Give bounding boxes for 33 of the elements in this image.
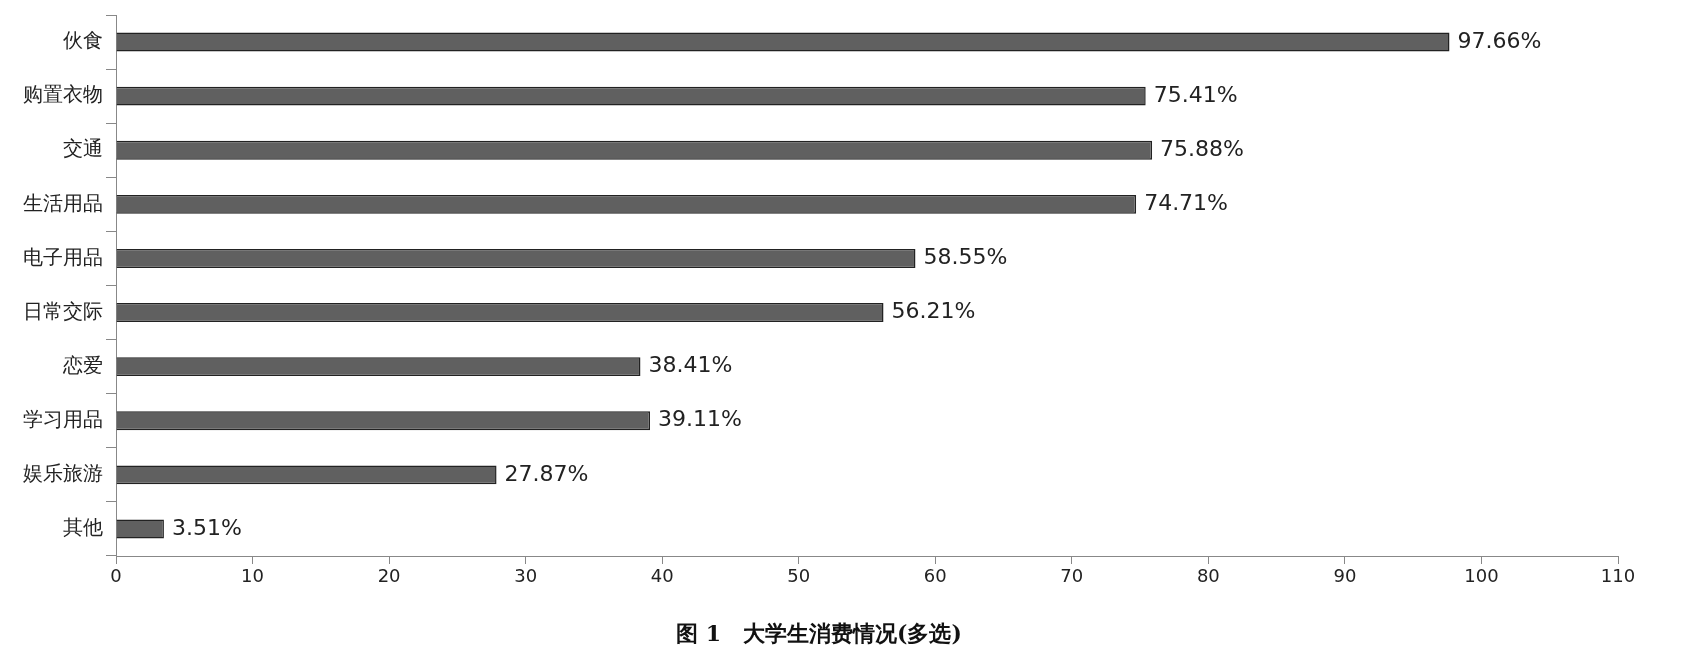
data-label: 38.41% xyxy=(648,352,733,378)
data-label: 27.87% xyxy=(504,460,589,486)
y-tick-label: 学习用品 xyxy=(23,406,103,431)
x-tick-label: 90 xyxy=(1333,565,1357,587)
x-tick-label: 50 xyxy=(787,565,811,587)
x-tick-label: 30 xyxy=(514,565,538,587)
x-tick-label: 60 xyxy=(923,565,947,587)
y-tick-label: 电子用品 xyxy=(23,244,103,269)
y-tick-label: 日常交际 xyxy=(23,298,103,323)
x-tick-label: 100 xyxy=(1464,565,1499,587)
x-tick-label: 20 xyxy=(377,565,401,587)
data-label: 74.71% xyxy=(1144,190,1229,216)
y-tick-label: 恋爱 xyxy=(62,352,103,377)
x-tick-label: 10 xyxy=(241,565,264,587)
x-tick-label: 0 xyxy=(110,565,122,587)
y-tick-label: 生活用品 xyxy=(23,190,103,215)
data-label: 75.41% xyxy=(1153,81,1238,107)
data-label: 75.88% xyxy=(1160,135,1244,161)
y-tick-label: 其他 xyxy=(63,515,103,540)
y-tick-label: 娱乐旅游 xyxy=(23,461,103,486)
data-label: 97.66% xyxy=(1457,27,1542,53)
x-tick-label: 40 xyxy=(650,565,674,587)
text: 图 1 大学生消费情况(多选) xyxy=(676,619,962,646)
x-tick-label: 110 xyxy=(1600,565,1636,587)
x-tick-label: 80 xyxy=(1196,565,1220,587)
y-tick-label: 交通 xyxy=(63,136,103,161)
y-tick-label: 伙食 xyxy=(63,28,103,53)
y-tick-label: 购置衣物 xyxy=(23,82,103,107)
data-label: 3.51% xyxy=(171,514,242,540)
data-label: 58.55% xyxy=(923,244,1008,270)
data-label: 39.11% xyxy=(658,406,742,432)
x-tick-label: 70 xyxy=(1060,565,1084,587)
data-label: 56.21% xyxy=(891,298,976,324)
